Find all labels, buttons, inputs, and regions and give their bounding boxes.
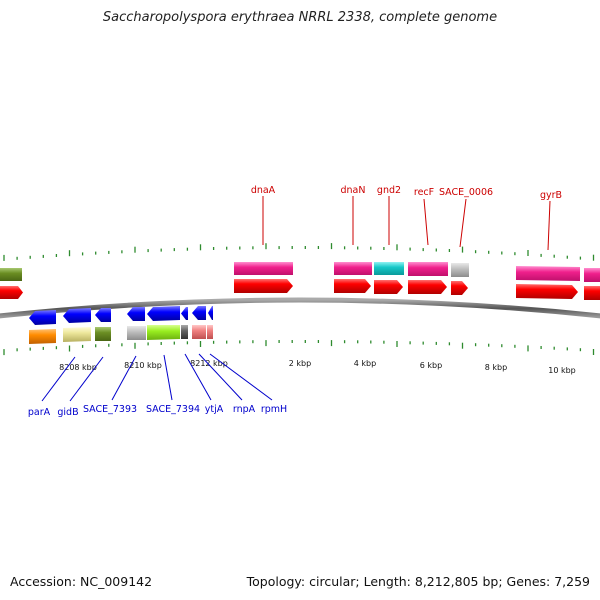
- gene-label-parA[interactable]: parA: [28, 407, 51, 418]
- feature-SACE_7393-cds[interactable]: [95, 308, 111, 322]
- scale-label: 8 kbp: [485, 363, 507, 372]
- feature-parA-gene[interactable]: [29, 329, 56, 344]
- scale-label: 2 kbp: [289, 359, 311, 368]
- feature-rpmH-cds[interactable]: [208, 306, 213, 320]
- feature-gidB-cds[interactable]: [63, 308, 91, 323]
- scale-label: 10 kbp: [548, 366, 576, 375]
- feature-rnpA-gene[interactable]: [192, 325, 206, 339]
- gene-label-dnaN[interactable]: dnaN: [341, 185, 366, 196]
- scale-label: 4 kbp: [354, 359, 376, 368]
- tick-marks-inner: [3, 340, 595, 356]
- feature-gidB-gene[interactable]: [63, 327, 91, 342]
- feature-SACE_7393-gene[interactable]: [95, 327, 111, 341]
- feature-recF-gene[interactable]: [408, 262, 448, 276]
- forward-features: [0, 262, 600, 300]
- feature-cds-left-partial[interactable]: [0, 286, 23, 299]
- gene-label-gnd2[interactable]: gnd2: [377, 185, 401, 196]
- gene-label-SACE_0006[interactable]: SACE_0006: [439, 187, 493, 198]
- feature-ytjA-cds[interactable]: [181, 307, 188, 320]
- feature-ytjA-gene[interactable]: [181, 325, 188, 339]
- feature-SACE_7394-cds-b[interactable]: [147, 306, 180, 321]
- gene-label-dnaA[interactable]: dnaA: [251, 185, 276, 196]
- scale-label: 8212 kbp: [190, 359, 228, 368]
- map-title: Saccharopolyspora erythraea NRRL 2338, c…: [102, 10, 498, 25]
- feature-cds-right-partial[interactable]: [584, 286, 600, 300]
- forward-gene-labels: dnaA dnaN gnd2 recF SACE_0006 gyrB: [251, 185, 562, 251]
- gene-label-recF[interactable]: recF: [414, 187, 434, 198]
- tick-marks-outer: [3, 243, 595, 261]
- feature-SACE_0006-cds[interactable]: [451, 281, 468, 295]
- scale-labels: 8208 kbp 8210 kbp 8212 kbp 2 kbp 4 kbp 6…: [59, 359, 576, 375]
- reverse-gene-labels: parA gidB SACE_7393 SACE_7394 ytjA rnpA …: [28, 353, 287, 418]
- gene-label-SACE_7394[interactable]: SACE_7394: [146, 404, 200, 415]
- feature-parA-cds[interactable]: [29, 310, 56, 325]
- feature-rpmH-gene[interactable]: [207, 325, 213, 339]
- feature-dnaA-gene[interactable]: [234, 262, 293, 275]
- gene-label-rnpA[interactable]: rnpA: [233, 404, 256, 415]
- feature-dnaN-cds[interactable]: [334, 279, 371, 293]
- feature-gnd2-gene[interactable]: [374, 262, 404, 275]
- genome-summary-text: Topology: circular; Length: 8,212,805 bp…: [246, 574, 590, 589]
- accession-text: Accession: NC_009142: [10, 574, 153, 589]
- feature-SACE_7394-gene-a[interactable]: [127, 326, 146, 340]
- scale-label: 6 kbp: [420, 361, 442, 370]
- gene-label-gidB[interactable]: gidB: [57, 407, 78, 418]
- feature-SACE_7394-cds-a[interactable]: [127, 307, 145, 321]
- reverse-features: [29, 306, 213, 344]
- feature-dnaA-cds[interactable]: [234, 279, 293, 293]
- feature-olive-partial[interactable]: [0, 268, 22, 281]
- scale-label: 8210 kbp: [124, 361, 162, 370]
- gene-label-SACE_7393[interactable]: SACE_7393: [83, 404, 137, 415]
- gene-label-ytjA[interactable]: ytjA: [205, 404, 224, 415]
- feature-SACE_7394-gene-b[interactable]: [147, 325, 180, 340]
- feature-rnpA-cds[interactable]: [192, 306, 206, 320]
- feature-gyrB-gene[interactable]: [516, 266, 580, 281]
- feature-partial-right-gene[interactable]: [584, 268, 600, 282]
- feature-gyrB-cds[interactable]: [516, 284, 578, 299]
- feature-dnaN-gene[interactable]: [334, 262, 372, 275]
- gene-label-rpmH[interactable]: rpmH: [261, 404, 287, 415]
- feature-recF-cds[interactable]: [408, 280, 447, 294]
- gene-label-gyrB[interactable]: gyrB: [540, 190, 562, 201]
- feature-gnd2-cds[interactable]: [374, 280, 403, 294]
- feature-SACE_0006-gene[interactable]: [451, 263, 469, 277]
- scale-label: 8208 kbp: [59, 363, 97, 372]
